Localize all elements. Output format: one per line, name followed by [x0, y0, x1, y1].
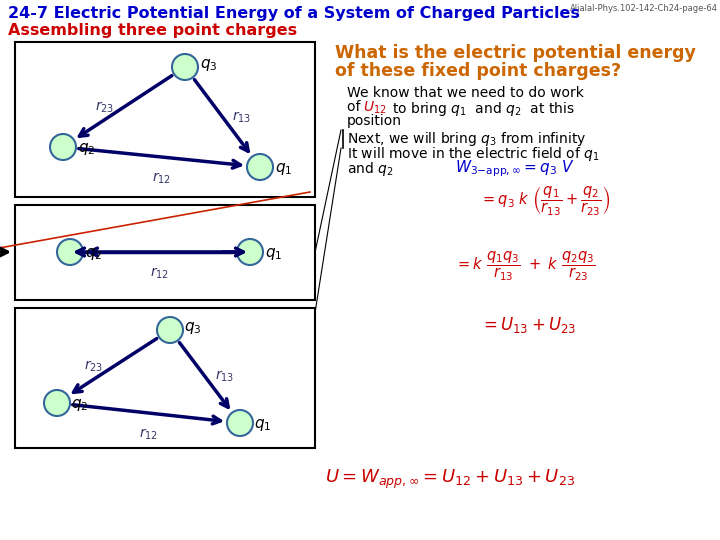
Text: $W_{3\mathregular{-app},\infty} = q_3\ V$: $W_{3\mathregular{-app},\infty} = q_3\ V… [455, 158, 575, 179]
Text: $q_2$: $q_2$ [85, 246, 102, 262]
Text: $q_1$: $q_1$ [275, 161, 292, 177]
Text: $q_2$: $q_2$ [78, 141, 95, 157]
Circle shape [172, 54, 198, 80]
Circle shape [157, 317, 183, 343]
Circle shape [247, 154, 273, 180]
Text: $q_3$: $q_3$ [200, 57, 217, 73]
Bar [15, 205, 315, 300]
Text: $q_1$: $q_1$ [265, 246, 282, 262]
Circle shape [57, 239, 83, 265]
Text: $r_{13}$: $r_{13}$ [233, 109, 252, 125]
Circle shape [237, 239, 263, 265]
Text: $= q_3\ k\ \left(\dfrac{q_1}{r_{13}} + \dfrac{q_2}{r_{23}}\right)$: $= q_3\ k\ \left(\dfrac{q_1}{r_{13}} + \… [480, 185, 611, 218]
Text: $q_3$: $q_3$ [184, 320, 202, 336]
Text: We know that we need to do work: We know that we need to do work [347, 86, 584, 100]
Text: $U_{12}$: $U_{12}$ [363, 100, 387, 117]
Text: position: position [347, 114, 402, 128]
Text: 24-7 Electric Potential Energy of a System of Charged Particles: 24-7 Electric Potential Energy of a Syst… [8, 6, 580, 21]
Text: of: of [347, 100, 365, 114]
Text: $= k\ \dfrac{q_1 q_3}{r_{13}}\ +\ k\ \dfrac{q_2 q_3}{r_{23}}$: $= k\ \dfrac{q_1 q_3}{r_{13}}\ +\ k\ \df… [455, 250, 595, 284]
Text: It will move in the electric field of $q_1$: It will move in the electric field of $q… [347, 145, 600, 163]
Text: Aljalal-Phys.102-142-Ch24-page-64: Aljalal-Phys.102-142-Ch24-page-64 [570, 4, 718, 13]
Circle shape [44, 390, 70, 416]
Text: $r_{12}$: $r_{12}$ [152, 171, 171, 186]
Text: $r_{12}$: $r_{12}$ [150, 266, 169, 281]
Text: Next, we will bring $q_3$ from infinity: Next, we will bring $q_3$ from infinity [347, 130, 587, 148]
Bar [15, 42, 315, 197]
Text: What is the electric potential energy: What is the electric potential energy [335, 44, 696, 62]
Text: and $q_2$: and $q_2$ [347, 160, 394, 178]
Text: of these fixed point charges?: of these fixed point charges? [335, 62, 621, 80]
Text: $U = W_{app,\infty} = U_{12}+U_{13}+U_{23}$: $U = W_{app,\infty} = U_{12}+U_{13}+U_{2… [325, 468, 575, 491]
Circle shape [227, 410, 253, 436]
Circle shape [50, 134, 76, 160]
Text: $= U_{13}+U_{23}$: $= U_{13}+U_{23}$ [480, 315, 576, 335]
Text: $r_{23}$: $r_{23}$ [95, 99, 114, 114]
Text: Assembling three point charges: Assembling three point charges [8, 23, 297, 38]
Text: $q_1$: $q_1$ [254, 417, 271, 433]
Bar [15, 308, 315, 448]
Text: to bring $q_1$  and $q_2$  at this: to bring $q_1$ and $q_2$ at this [392, 100, 575, 118]
Text: $q_2$: $q_2$ [71, 397, 89, 413]
Text: $r_{13}$: $r_{13}$ [215, 369, 234, 384]
Text: $r_{23}$: $r_{23}$ [84, 359, 104, 374]
Text: $r_{12}$: $r_{12}$ [139, 427, 158, 442]
